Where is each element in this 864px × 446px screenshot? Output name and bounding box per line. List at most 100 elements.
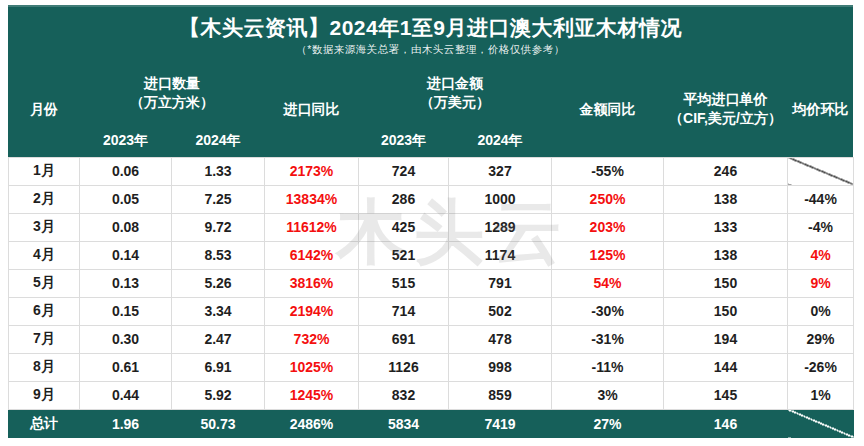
table-row: 5月0.135.263816%51579154%1509% <box>9 269 854 297</box>
cell-amt-2024: 502 <box>449 297 552 325</box>
cell-amt-2024: 1000 <box>449 185 552 213</box>
cell-qty-yoy: 2173% <box>265 157 359 185</box>
total-label: 总计 <box>9 409 80 438</box>
total-amt-2023: 5834 <box>359 409 449 438</box>
cell-qty-2024: 7.25 <box>172 185 265 213</box>
cell-qty-2024: 5.92 <box>172 381 265 409</box>
table-row: 2月0.057.2513834%2861000250%138-44% <box>9 185 854 213</box>
cell-qty-2024: 1.33 <box>172 157 265 185</box>
cell-qty-yoy: 11612% <box>265 213 359 241</box>
total-avg-price: 146 <box>664 409 788 438</box>
cell-qty-2023: 0.05 <box>80 185 172 213</box>
cell-amt-yoy: 250% <box>552 185 664 213</box>
cell-qty-2023: 0.14 <box>80 241 172 269</box>
cell-mom: 0% <box>788 297 854 325</box>
cell-month: 4月 <box>9 241 80 269</box>
cell-month: 5月 <box>9 269 80 297</box>
cell-month: 8月 <box>9 353 80 381</box>
cell-qty-2024: 6.91 <box>172 353 265 381</box>
cell-amt-2023: 515 <box>359 269 449 297</box>
total-amt-yoy: 27% <box>552 409 664 438</box>
cell-qty-yoy: 1025% <box>265 353 359 381</box>
cell-avg-price: 246 <box>664 157 788 185</box>
col-header-amt-2023: 2023年 <box>359 124 449 157</box>
table-row: 3月0.089.7211612%4251289203%133-4% <box>9 213 854 241</box>
cell-amt-2024: 1289 <box>449 213 552 241</box>
cell-amt-yoy: -30% <box>552 297 664 325</box>
cell-amt-2023: 714 <box>359 297 449 325</box>
cell-qty-2023: 0.30 <box>80 325 172 353</box>
cell-month: 2月 <box>9 185 80 213</box>
cell-amt-2024: 791 <box>449 269 552 297</box>
cell-amt-yoy: 203% <box>552 213 664 241</box>
col-header-amt-2024: 2024年 <box>449 124 552 157</box>
cell-qty-2023: 0.08 <box>80 213 172 241</box>
table-row: 7月0.302.47732%691478-31%19429% <box>9 325 854 353</box>
total-qty-2023: 1.96 <box>80 409 172 438</box>
cell-amt-2023: 832 <box>359 381 449 409</box>
cell-mom: -4% <box>788 213 854 241</box>
table-panel: 【木头云资讯】2024年1至9月进口澳大利亚木材情况 （*数据来源海关总署，由木… <box>8 5 853 438</box>
cell-amt-2024: 478 <box>449 325 552 353</box>
page-subtitle: （*数据来源海关总署，由木头云整理，价格仅供参考） <box>8 43 853 57</box>
cell-month: 6月 <box>9 297 80 325</box>
cell-qty-2023: 0.06 <box>80 157 172 185</box>
cell-amt-2023: 691 <box>359 325 449 353</box>
cell-amt-2023: 286 <box>359 185 449 213</box>
title-banner: 【木头云资讯】2024年1至9月进口澳大利亚木材情况 （*数据来源海关总署，由木… <box>8 5 853 62</box>
cell-amt-yoy: -31% <box>552 325 664 353</box>
cell-mom: 4% <box>788 241 854 269</box>
table-header: 月份 进口数量 （万立方米） 进口同比 进口金额 （万美元） 金额同比 平均进口… <box>9 62 854 157</box>
col-header-amt-group: 进口金额 （万美元） <box>359 62 552 124</box>
table-row: 4月0.148.536142%5211174125%1384% <box>9 241 854 269</box>
total-mom-cell <box>788 409 854 438</box>
cell-amt-2023: 724 <box>359 157 449 185</box>
cell-amt-yoy: 125% <box>552 241 664 269</box>
cell-mom: -26% <box>788 353 854 381</box>
cell-qty-2024: 5.26 <box>172 269 265 297</box>
col-header-qty-group: 进口数量 （万立方米） <box>80 62 265 124</box>
total-row: 总计 1.96 50.73 2486% 5834 7419 27% 146 <box>9 409 854 438</box>
cell-month: 1月 <box>9 157 80 185</box>
infographic-sheet: 【木头云资讯】2024年1至9月进口澳大利亚木材情况 （*数据来源海关总署，由木… <box>8 5 853 438</box>
cell-avg-price: 144 <box>664 353 788 381</box>
col-header-amt-yoy: 金额同比 <box>552 62 664 157</box>
col-header-qty-2024: 2024年 <box>172 124 265 157</box>
import-data-table: 月份 进口数量 （万立方米） 进口同比 进口金额 （万美元） 金额同比 平均进口… <box>8 62 854 438</box>
cell-avg-price: 194 <box>664 325 788 353</box>
cell-month: 9月 <box>9 381 80 409</box>
table-footer: 总计 1.96 50.73 2486% 5834 7419 27% 146 <box>9 409 854 438</box>
table-row: 9月0.445.921245%8328593%1451% <box>9 381 854 409</box>
cell-qty-yoy: 732% <box>265 325 359 353</box>
cell-avg-price: 138 <box>664 185 788 213</box>
cell-amt-2023: 1126 <box>359 353 449 381</box>
cell-amt-2024: 327 <box>449 157 552 185</box>
cell-mom: -44% <box>788 185 854 213</box>
cell-avg-price: 133 <box>664 213 788 241</box>
qty-group-line1: 进口数量 <box>80 74 265 93</box>
table-body: 1月0.061.332173%724327-55%2462月0.057.2513… <box>9 157 854 409</box>
cell-amt-yoy: -11% <box>552 353 664 381</box>
col-header-qty-yoy: 进口同比 <box>265 62 359 157</box>
table-row: 6月0.153.342194%714502-30%1500% <box>9 297 854 325</box>
amt-group-line1: 进口金额 <box>359 74 552 93</box>
cell-avg-price: 150 <box>664 269 788 297</box>
cell-amt-2023: 521 <box>359 241 449 269</box>
avg-price-line1: 平均进口单价 <box>664 90 788 109</box>
page-title: 【木头云资讯】2024年1至9月进口澳大利亚木材情况 <box>8 5 853 39</box>
cell-amt-2023: 425 <box>359 213 449 241</box>
total-amt-2024: 7419 <box>449 409 552 438</box>
cell-qty-2024: 9.72 <box>172 213 265 241</box>
cell-qty-yoy: 6142% <box>265 241 359 269</box>
total-qty-2024: 50.73 <box>172 409 265 438</box>
cell-amt-2024: 1174 <box>449 241 552 269</box>
cell-qty-yoy: 3816% <box>265 269 359 297</box>
cell-mom: 1% <box>788 381 854 409</box>
cell-month: 7月 <box>9 325 80 353</box>
cell-amt-2024: 998 <box>449 353 552 381</box>
avg-price-line2: （CIF,美元/立方） <box>664 109 788 128</box>
cell-qty-2024: 2.47 <box>172 325 265 353</box>
cell-amt-yoy: -55% <box>552 157 664 185</box>
table-row: 1月0.061.332173%724327-55%246 <box>9 157 854 185</box>
cell-amt-yoy: 3% <box>552 381 664 409</box>
